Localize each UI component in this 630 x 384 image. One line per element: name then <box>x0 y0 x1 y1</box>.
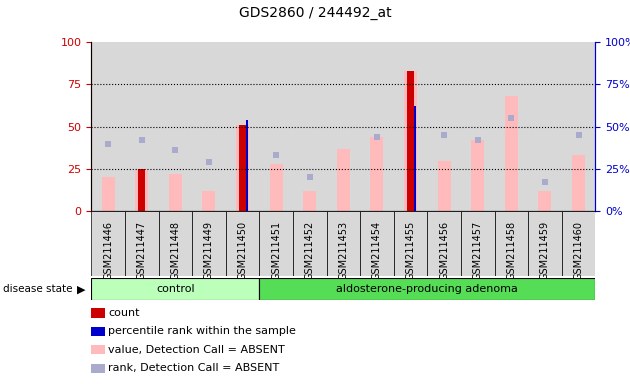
Text: value, Detection Call = ABSENT: value, Detection Call = ABSENT <box>108 345 285 355</box>
Bar <box>293 42 326 211</box>
Bar <box>159 42 192 211</box>
Bar <box>326 42 360 211</box>
Bar <box>135 169 148 211</box>
Bar <box>293 211 326 276</box>
Bar <box>303 191 316 211</box>
Text: GSM211453: GSM211453 <box>338 221 348 280</box>
Text: control: control <box>156 284 195 294</box>
Bar <box>169 174 182 211</box>
Text: GSM211450: GSM211450 <box>238 221 248 280</box>
Bar <box>159 211 192 276</box>
Text: GSM211452: GSM211452 <box>305 221 315 280</box>
Bar <box>572 156 585 211</box>
Bar <box>260 42 293 211</box>
Bar <box>239 125 246 211</box>
Text: GSM211449: GSM211449 <box>204 221 214 280</box>
Text: aldosterone-producing adenoma: aldosterone-producing adenoma <box>336 284 518 294</box>
Bar <box>394 42 427 211</box>
Text: GSM211446: GSM211446 <box>103 221 113 280</box>
Text: GSM211451: GSM211451 <box>271 221 281 280</box>
Bar <box>495 42 528 211</box>
Bar <box>471 140 484 211</box>
Text: GSM211454: GSM211454 <box>372 221 382 280</box>
Text: GSM211457: GSM211457 <box>472 221 483 280</box>
Bar <box>505 96 518 211</box>
Bar <box>528 42 562 211</box>
Bar <box>438 161 450 211</box>
Bar <box>91 278 260 300</box>
Bar <box>562 211 595 276</box>
Bar <box>91 42 125 211</box>
Bar <box>91 211 125 276</box>
Text: GSM211460: GSM211460 <box>573 221 583 280</box>
Bar <box>270 164 283 211</box>
Bar <box>427 42 461 211</box>
Text: disease state: disease state <box>3 284 72 294</box>
Text: percentile rank within the sample: percentile rank within the sample <box>108 326 296 336</box>
Bar <box>360 42 394 211</box>
Bar <box>461 211 495 276</box>
Bar <box>394 211 427 276</box>
Bar <box>528 211 562 276</box>
Bar <box>246 120 248 211</box>
Bar <box>495 211 528 276</box>
Bar <box>192 211 226 276</box>
Bar <box>461 42 495 211</box>
Bar <box>236 125 249 211</box>
Bar <box>202 191 215 211</box>
Bar <box>326 211 360 276</box>
Bar <box>101 177 115 211</box>
Text: GSM211459: GSM211459 <box>540 221 550 280</box>
Bar <box>260 211 293 276</box>
Bar <box>427 211 461 276</box>
Bar <box>539 191 551 211</box>
Text: ▶: ▶ <box>77 284 85 294</box>
Text: GSM211448: GSM211448 <box>170 221 180 280</box>
Bar <box>125 211 159 276</box>
Text: GSM211456: GSM211456 <box>439 221 449 280</box>
Bar <box>360 211 394 276</box>
Bar <box>414 106 416 211</box>
Bar <box>337 149 350 211</box>
Bar <box>562 42 595 211</box>
Bar <box>192 42 226 211</box>
Text: GDS2860 / 244492_at: GDS2860 / 244492_at <box>239 6 391 20</box>
Bar <box>125 42 159 211</box>
Bar <box>407 71 414 211</box>
Bar <box>139 169 145 211</box>
Bar <box>226 211 260 276</box>
Text: count: count <box>108 308 140 318</box>
Bar <box>260 278 595 300</box>
Text: rank, Detection Call = ABSENT: rank, Detection Call = ABSENT <box>108 363 280 373</box>
Bar <box>226 42 260 211</box>
Text: GSM211455: GSM211455 <box>406 221 416 280</box>
Text: GSM211447: GSM211447 <box>137 221 147 280</box>
Text: GSM211458: GSM211458 <box>507 221 517 280</box>
Bar <box>370 137 384 211</box>
Bar <box>404 71 417 211</box>
